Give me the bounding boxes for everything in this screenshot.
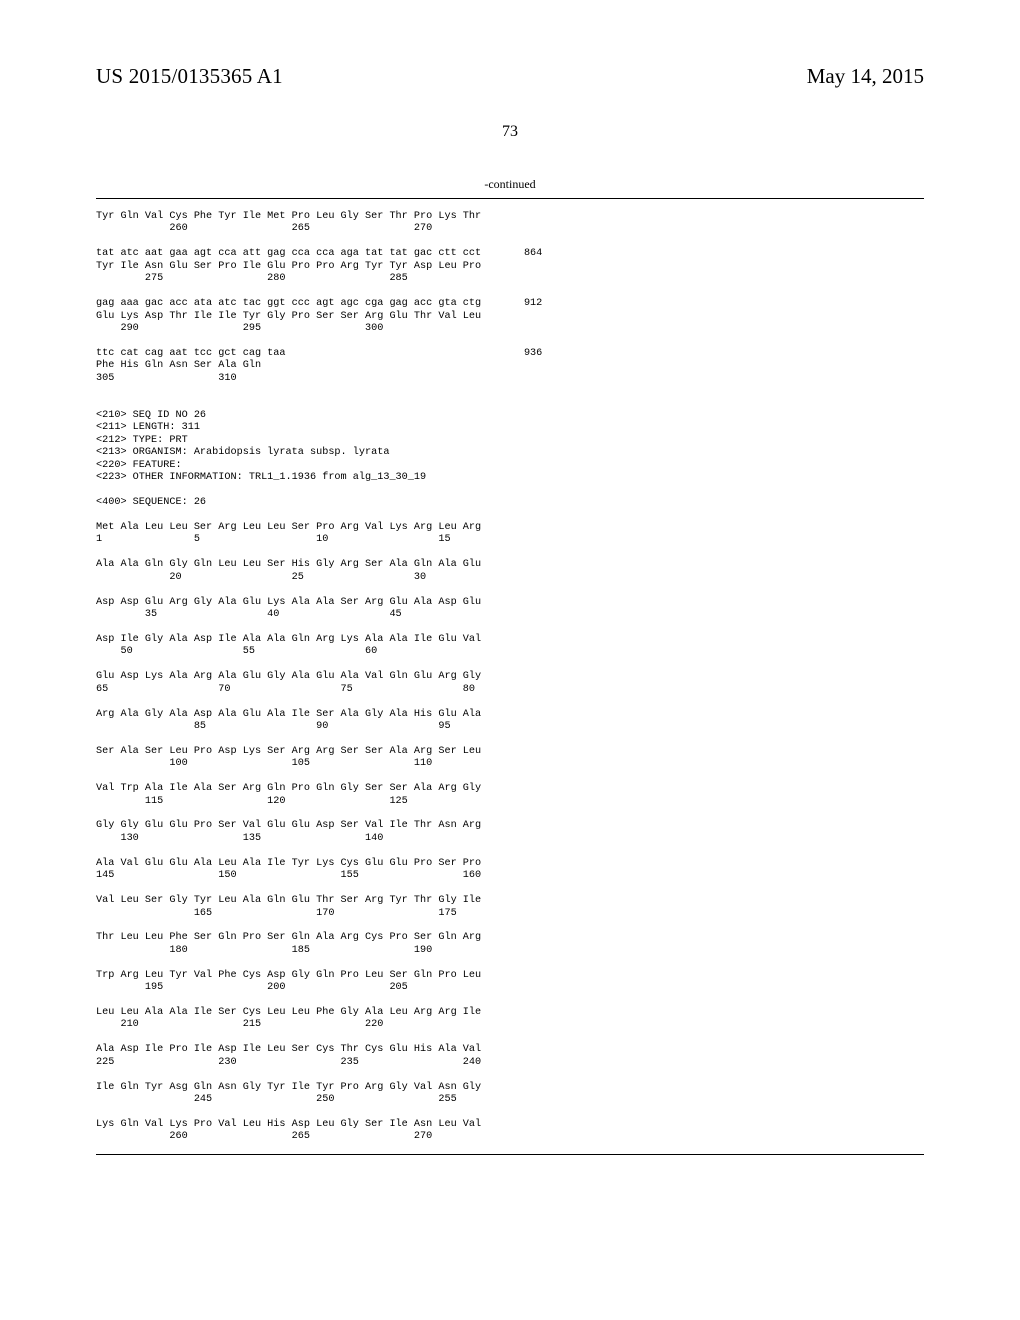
page-header: US 2015/0135365 A1 May 14, 2015 — [96, 64, 924, 89]
bottom-rule — [96, 1154, 924, 1155]
top-rule — [96, 198, 924, 199]
publication-date: May 14, 2015 — [807, 64, 924, 89]
page-number: 73 — [96, 123, 924, 141]
sequence-listing: Tyr Gln Val Cys Phe Tyr Ile Met Pro Leu … — [96, 211, 924, 1144]
publication-number: US 2015/0135365 A1 — [96, 64, 283, 89]
patent-page: US 2015/0135365 A1 May 14, 2015 73 -cont… — [0, 0, 1020, 1195]
continued-label: -continued — [96, 177, 924, 192]
